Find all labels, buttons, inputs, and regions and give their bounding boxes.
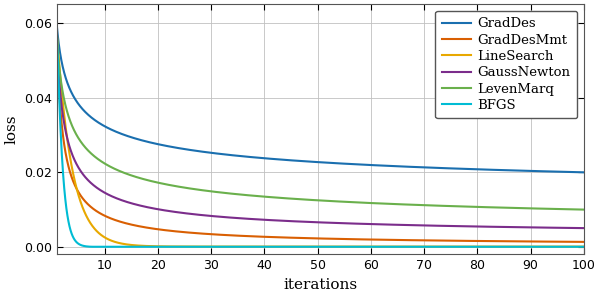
BFGS: [80, 244, 87, 248]
BFGS: [88, 245, 95, 249]
GradDesMmt: [565, 240, 572, 244]
GradDesMmt: [468, 239, 475, 243]
GradDes: [565, 170, 572, 174]
LevenMarq: [310, 198, 317, 202]
GaussNewton: [53, 32, 60, 36]
LevenMarq: [565, 207, 572, 211]
BFGS: [469, 245, 476, 249]
GradDes: [468, 167, 475, 171]
Line: BFGS: BFGS: [56, 23, 584, 247]
GradDesMmt: [565, 240, 572, 244]
GaussNewton: [468, 225, 475, 228]
LevenMarq: [80, 144, 87, 147]
BFGS: [53, 21, 60, 25]
Line: GradDes: GradDes: [56, 23, 584, 172]
GradDes: [565, 170, 572, 174]
GradDes: [53, 21, 60, 25]
Line: GaussNewton: GaussNewton: [56, 34, 584, 228]
GradDesMmt: [295, 236, 302, 240]
GradDesMmt: [53, 28, 60, 32]
GradDes: [295, 159, 302, 163]
LineSearch: [580, 245, 587, 248]
LevenMarq: [53, 32, 60, 35]
GradDes: [580, 170, 587, 174]
LineSearch: [565, 245, 572, 248]
Line: GradDesMmt: GradDesMmt: [56, 30, 584, 242]
BFGS: [310, 245, 317, 249]
LineSearch: [295, 245, 302, 248]
Legend: GradDes, GradDesMmt, LineSearch, GaussNewton, LevenMarq, BFGS: GradDes, GradDesMmt, LineSearch, GaussNe…: [436, 11, 577, 118]
LevenMarq: [468, 205, 475, 208]
LineSearch: [565, 245, 572, 248]
LineSearch: [468, 245, 475, 248]
LineSearch: [310, 245, 317, 248]
GaussNewton: [565, 226, 572, 230]
BFGS: [565, 245, 572, 249]
GaussNewton: [80, 173, 87, 177]
LevenMarq: [295, 197, 302, 201]
Line: LineSearch: LineSearch: [56, 30, 584, 247]
BFGS: [580, 245, 587, 249]
BFGS: [296, 245, 303, 249]
GradDes: [80, 108, 87, 112]
GaussNewton: [295, 220, 302, 223]
GradDesMmt: [80, 198, 87, 201]
GaussNewton: [310, 220, 317, 224]
LevenMarq: [580, 208, 587, 211]
Line: LevenMarq: LevenMarq: [56, 33, 584, 210]
LevenMarq: [565, 207, 572, 211]
GaussNewton: [565, 226, 572, 230]
GaussNewton: [580, 226, 587, 230]
GradDesMmt: [310, 237, 317, 240]
Y-axis label: loss: loss: [4, 115, 18, 144]
BFGS: [565, 245, 572, 249]
LineSearch: [53, 28, 60, 32]
GradDesMmt: [580, 240, 587, 244]
GradDes: [310, 160, 317, 164]
X-axis label: iterations: iterations: [283, 278, 358, 292]
LineSearch: [80, 208, 87, 211]
